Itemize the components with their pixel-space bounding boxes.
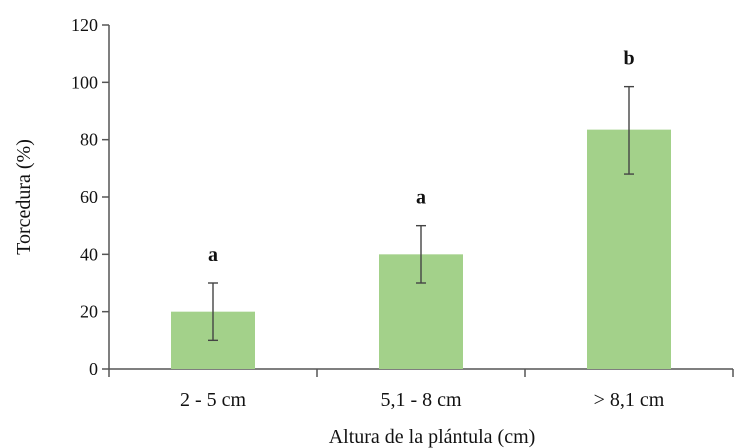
category-label: 2 - 5 cm: [180, 389, 247, 411]
y-tick-label: 100: [71, 72, 98, 92]
y-tick-label: 60: [80, 187, 98, 207]
category-label: > 8,1 cm: [594, 389, 665, 411]
y-tick-label: 80: [80, 130, 98, 150]
error-bars: [208, 85, 634, 342]
y-axis: 0 20 40 60 80 100 120: [71, 15, 110, 379]
y-tick-label: 40: [80, 244, 98, 264]
significance-labels: a a b: [208, 48, 635, 266]
significance-letter: b: [623, 48, 634, 70]
significance-letter: a: [208, 244, 218, 266]
y-tick-label: 20: [80, 302, 98, 322]
y-tick-label: 0: [89, 359, 98, 379]
category-label: 5,1 - 8 cm: [380, 389, 462, 411]
x-axis: [108, 368, 734, 377]
category-labels: 2 - 5 cm 5,1 - 8 cm > 8,1 cm: [180, 389, 665, 411]
significance-letter: a: [416, 187, 426, 209]
x-axis-title: Altura de la plántula (cm): [329, 426, 536, 448]
y-tick-label: 120: [71, 15, 98, 35]
y-axis-title: Torcedura (%): [13, 139, 35, 255]
